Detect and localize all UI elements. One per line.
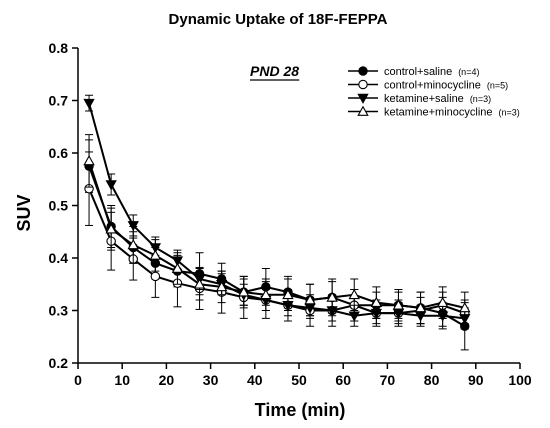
data-point <box>171 262 184 273</box>
legend-entry-control-saline: control+saline (n=4) <box>348 66 479 78</box>
y-tick-label: 0.2 <box>49 355 69 371</box>
x-tick-label: 10 <box>114 372 130 388</box>
x-tick-label: 20 <box>159 372 175 388</box>
data-point <box>370 296 383 307</box>
series-line <box>88 160 465 309</box>
data-point <box>215 280 228 292</box>
data-point <box>326 291 338 302</box>
data-point <box>392 299 405 310</box>
legend-marker <box>358 66 368 76</box>
legend-label: ketamine+saline <box>384 93 464 105</box>
legend-marker <box>358 79 368 90</box>
legend-label: ketamine+minocycline <box>384 107 493 119</box>
legend-entry-ketamine-saline: ketamine+saline (n=3) <box>348 93 491 105</box>
legend-n-label: (n=4) <box>458 67 479 77</box>
data-point <box>304 294 316 305</box>
y-axis-title: SUV <box>14 194 34 231</box>
legend-label: control+saline <box>384 66 452 78</box>
data-point <box>105 180 117 191</box>
annotation-group: PND 28 <box>250 63 300 81</box>
legend-label: control+minocycline <box>384 80 481 92</box>
x-tick-label: 30 <box>203 372 219 388</box>
data-point <box>348 311 360 322</box>
x-tick-label: 0 <box>74 372 82 388</box>
data-point <box>282 288 294 300</box>
series-ketamine-minocycline <box>83 134 471 325</box>
x-tick-label: 90 <box>468 372 484 388</box>
data-point <box>414 301 427 313</box>
legend-marker <box>357 105 369 116</box>
legend-entry-control-minocycline: control+minocycline (n=5) <box>348 80 508 92</box>
data-point <box>149 249 162 260</box>
y-tick-label: 0.7 <box>49 93 69 109</box>
data-point <box>83 98 95 109</box>
chart-title: Dynamic Uptake of 18F-FEPPA <box>169 11 388 28</box>
legend-n-label: (n=5) <box>487 81 508 91</box>
x-tick-label: 60 <box>335 372 351 388</box>
data-point <box>238 286 250 297</box>
legend-marker <box>357 93 369 104</box>
y-tick-label: 0.8 <box>49 40 69 56</box>
data-point <box>127 221 139 232</box>
data-point <box>260 288 272 300</box>
series-control-minocycline <box>84 151 470 327</box>
data-point <box>436 296 449 307</box>
data-point <box>83 154 95 166</box>
y-tick-label: 0.4 <box>49 250 69 266</box>
data-point <box>193 278 206 289</box>
data-point <box>105 223 117 234</box>
legend-n-label: (n=3) <box>499 108 520 118</box>
series-control-saline <box>84 139 470 351</box>
data-point <box>127 238 139 250</box>
condition-annotation: PND 28 <box>250 63 299 79</box>
x-tick-label: 70 <box>380 372 396 388</box>
x-tick-label: 50 <box>291 372 307 388</box>
x-tick-label: 100 <box>508 372 532 388</box>
legend-entry-ketamine-minocycline: ketamine+minocycline (n=3) <box>348 105 520 119</box>
y-tick-label: 0.5 <box>49 198 69 214</box>
data-point <box>150 271 161 282</box>
plot-area: 0.2 0.3 0.4 0.5 0.6 0.7 0.8 0 10 20 30 40 50 60 70 80 90… <box>49 40 532 388</box>
x-axis-title: Time (min) <box>255 400 346 420</box>
y-tick-label: 0.3 <box>49 303 69 319</box>
legend: control+saline (n=4) control+minocycline (n… <box>348 66 520 119</box>
data-point <box>348 288 360 300</box>
x-tick-label: 80 <box>424 372 440 388</box>
x-tick-label: 40 <box>247 372 263 388</box>
series-line <box>88 102 465 320</box>
y-tick-label: 0.6 <box>49 145 69 161</box>
legend-n-label: (n=3) <box>470 94 491 104</box>
data-point <box>459 301 471 313</box>
